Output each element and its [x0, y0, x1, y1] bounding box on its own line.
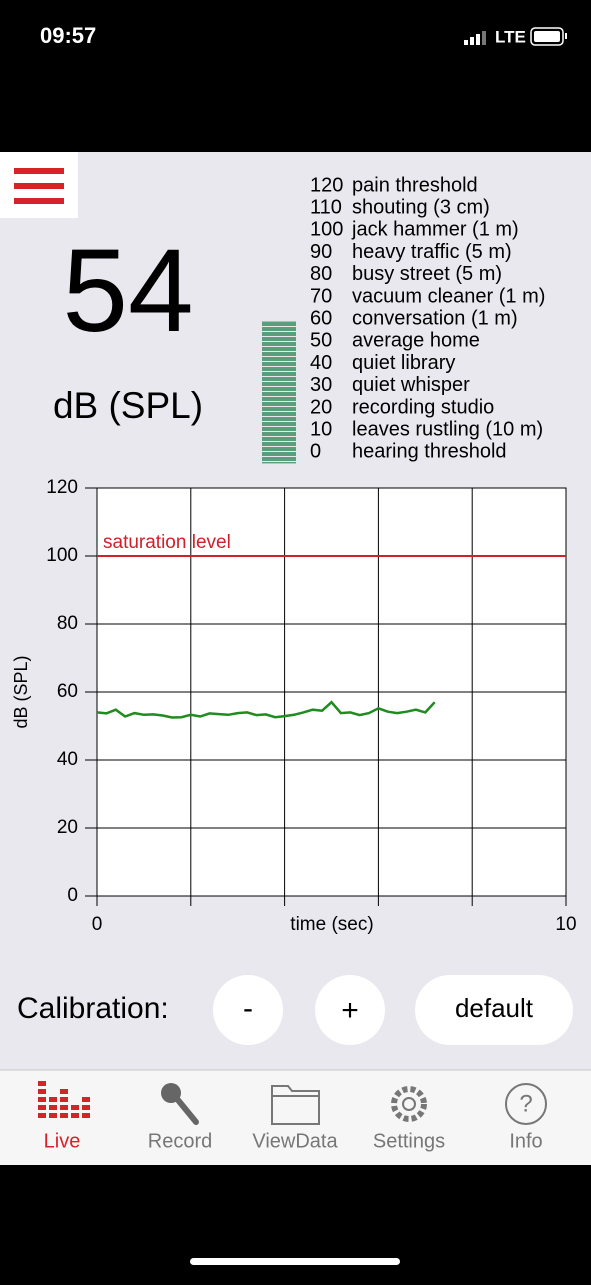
calibration-plus[interactable]: +: [315, 975, 385, 1045]
x-tick-label: 10: [555, 914, 576, 935]
level-value: 10: [310, 418, 332, 440]
saturation-label: saturation level: [103, 532, 231, 553]
level-label: vacuum cleaner (1 m): [352, 285, 545, 307]
button-label[interactable]: default: [455, 993, 534, 1023]
info-icon: ?: [505, 1083, 547, 1125]
level-label: shouting (3 cm): [352, 196, 490, 218]
chart: time (sec) dB (SPL) 0 10020406080100120sa…: [11, 477, 577, 935]
level-label: heavy traffic (5 m): [352, 241, 512, 263]
y-tick-label: 40: [57, 749, 78, 770]
tab-label[interactable]: Info: [509, 1130, 542, 1152]
level-value: 40: [310, 352, 332, 374]
calibration-default[interactable]: default: [415, 975, 573, 1045]
x-axis-label: time (sec): [290, 914, 373, 935]
level-label: pain threshold: [352, 174, 478, 196]
y-tick-label: 60: [57, 681, 78, 702]
level-label: hearing threshold: [352, 441, 507, 463]
tab-label[interactable]: Settings: [373, 1130, 445, 1152]
record-icon: [161, 1083, 199, 1125]
svg-text:?: ?: [519, 1090, 532, 1117]
level-label: quiet whisper: [352, 374, 470, 396]
tab-label[interactable]: Live: [44, 1130, 81, 1152]
level-value: 120: [310, 174, 343, 196]
level-label: leaves rustling (10 m): [352, 418, 543, 440]
signal-icon: [464, 31, 486, 45]
x-tick-label: 0: [92, 914, 103, 935]
home-indicator: [190, 1258, 400, 1265]
tab-label[interactable]: Record: [148, 1130, 212, 1152]
level-value: 60: [310, 307, 332, 329]
reading-value: 54: [62, 225, 193, 357]
level-label: jack hammer (1 m): [351, 219, 519, 241]
y-tick-label: 20: [57, 817, 78, 838]
level-label: quiet library: [352, 352, 455, 374]
viewdata-icon: [271, 1085, 320, 1125]
live-icon: [38, 1081, 90, 1118]
settings-icon: [391, 1086, 427, 1122]
level-value: 90: [310, 241, 332, 263]
y-tick-label: 0: [67, 885, 78, 906]
level-value: 50: [310, 330, 332, 352]
y-axis-label: dB (SPL): [11, 655, 31, 728]
level-value: 70: [310, 285, 332, 307]
status-network: LTE: [495, 27, 526, 46]
menu-button[interactable]: [0, 152, 78, 218]
level-label: average home: [352, 330, 480, 352]
reference-list: 120 pain threshold 110 shouting (3 cm) 100 ja…: [262, 174, 545, 464]
level-value: 100: [310, 219, 343, 241]
button-label[interactable]: +: [341, 994, 359, 1027]
level-label: recording studio: [352, 396, 494, 418]
level-value: 20: [310, 396, 332, 418]
y-tick-label: 100: [46, 545, 78, 566]
battery-icon: [530, 27, 567, 46]
y-tick-label: 80: [57, 613, 78, 634]
level-label: busy street (5 m): [352, 263, 502, 285]
level-value: 80: [310, 263, 332, 285]
calibration-label: Calibration:: [17, 992, 169, 1025]
y-tick-label: 120: [46, 477, 78, 498]
level-value: 0: [310, 441, 321, 463]
level-meter: [262, 321, 296, 464]
reading-unit: dB (SPL): [53, 385, 203, 426]
status-time: 09:57: [40, 23, 96, 48]
calibration-minus[interactable]: -: [213, 975, 283, 1045]
tab-bar: [0, 1070, 591, 1165]
tab-label[interactable]: ViewData: [252, 1130, 338, 1152]
level-value: 110: [310, 196, 342, 218]
level-value: 30: [310, 374, 332, 396]
tabs: Live Record ViewData Settings Info: [44, 1130, 543, 1152]
button-label[interactable]: -: [243, 992, 253, 1025]
level-label: conversation (1 m): [352, 307, 518, 329]
data-line: [96, 700, 436, 719]
